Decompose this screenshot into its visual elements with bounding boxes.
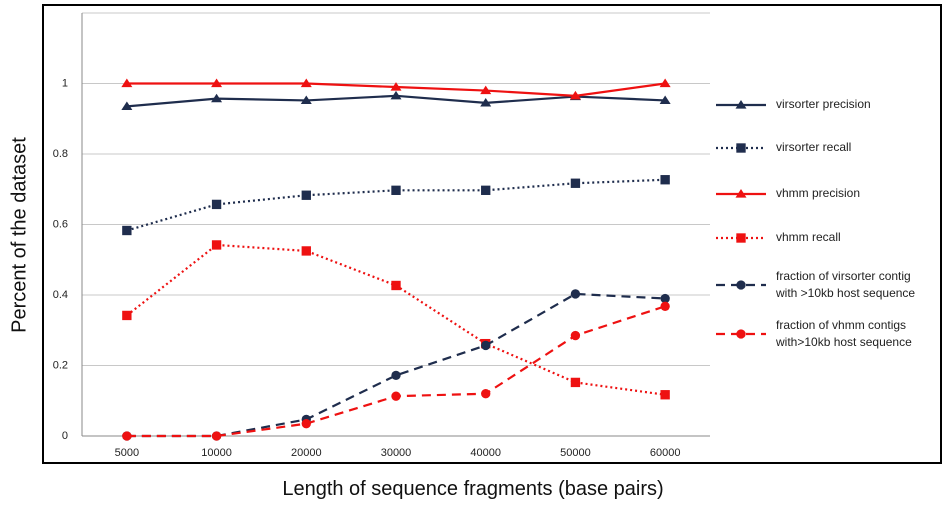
legend-label-3: vhmm recall [776,230,841,244]
data-point [391,280,401,291]
x-tick-label: 30000 [381,447,412,459]
y-axis-label-container: Percent of the dataset [0,0,40,470]
data-point [211,240,222,250]
x-tick-label: 50000 [560,447,591,459]
data-point [121,78,133,88]
data-point [390,82,402,91]
data-point [121,101,133,110]
data-point [660,175,670,185]
x-tick-label: 60000 [650,447,681,459]
data-point [391,185,401,195]
x-tick-label: 5000 [115,447,139,459]
line-chart: 0 0.2 0.4 0.6 0.8 1 5000 10000 20000 30000 40000 50… [53,12,915,459]
data-point [660,390,670,400]
data-point [659,95,671,104]
data-point [211,431,222,441]
data-point [480,85,492,95]
y-tick-label: 0.8 [53,148,68,160]
x-tick-label: 40000 [470,447,501,459]
data-point [122,225,132,236]
data-point [301,246,311,256]
data-point [301,190,311,200]
data-point [659,78,671,88]
data-point [391,370,401,381]
x-tick-label: 10000 [201,447,232,459]
data-point [391,391,401,401]
data-point [480,97,492,107]
y-tick-label: 1 [62,77,68,89]
legend-marker-5 [736,329,746,339]
y-tick-label: 0.4 [53,289,68,301]
legend-marker-2 [735,189,747,198]
data-point [570,178,581,188]
x-tick-label: 20000 [291,447,322,459]
y-tick-label: 0.2 [53,359,68,371]
data-point [481,389,491,399]
data-point [570,289,581,299]
legend-label-5: fraction of vhmm contigs with>10kb host s… [775,318,912,349]
data-point [570,377,581,388]
data-point [122,310,132,321]
data-point [211,199,222,210]
data-point [300,95,312,104]
legend-label-0: virsorter precision [776,97,871,111]
y-tick-label: 0 [62,430,68,442]
data-point [481,340,491,351]
data-point [569,90,581,100]
y-tick-label: 0.6 [53,218,68,230]
legend-marker-4 [736,280,746,290]
legend-marker-0 [735,100,747,109]
x-axis-label: Length of sequence fragments (base pairs… [282,478,664,500]
data-point [660,301,670,311]
data-point [211,93,223,103]
data-point [481,185,491,195]
data-point [211,78,223,88]
chart-frame: 0 0.2 0.4 0.6 0.8 1 5000 10000 20000 30000 40000 50… [42,4,942,464]
data-point [301,418,311,429]
legend-label-1: virsorter recall [776,140,851,154]
x-axis-label-container: Length of sequence fragments (base pairs… [0,478,946,501]
series-line-4 [126,292,666,438]
legend-marker-1 [736,143,746,153]
data-point [390,90,402,100]
data-point [570,330,581,341]
legend-label-4: fraction of virsorter contig with >10kb h… [775,269,915,300]
data-point [122,431,132,441]
legend-marker-3 [736,233,746,243]
y-axis-label: Percent of the dataset [8,137,30,333]
data-point [300,78,312,88]
data-point [660,293,670,304]
legend-label-2: vhmm precision [776,186,860,200]
